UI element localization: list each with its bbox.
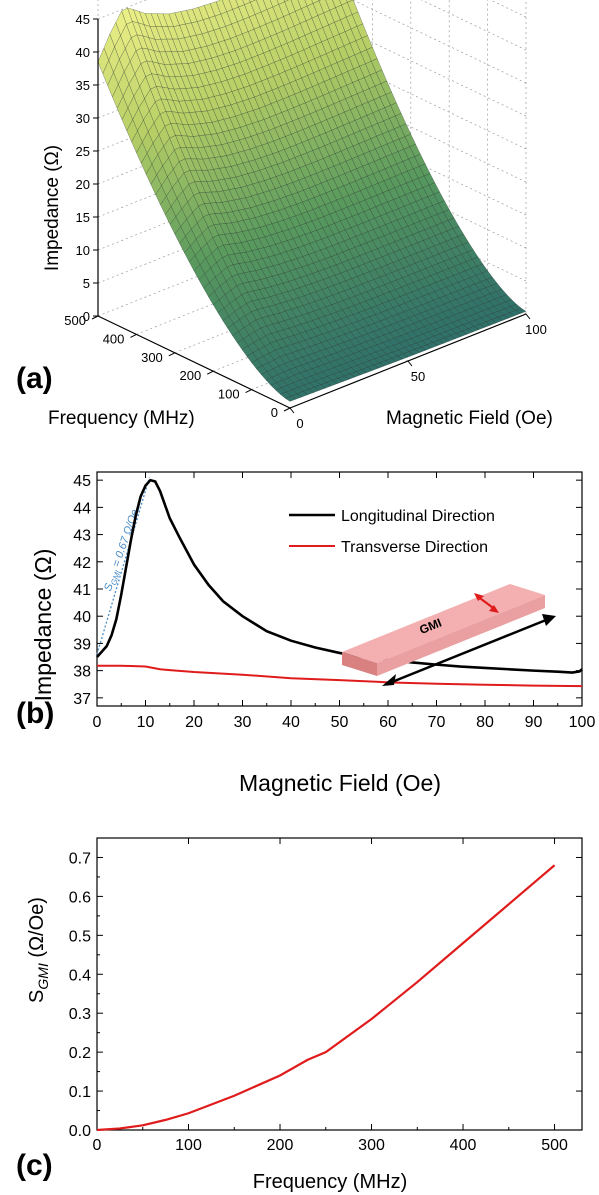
panel-b-inset-arrowhead xyxy=(382,674,396,686)
panel-b-y-tick-label: 38 xyxy=(73,664,91,681)
panel-c-plot-frame xyxy=(97,838,582,1130)
panel-a-field-tick xyxy=(290,408,294,413)
panel-b-legend-label: Transverse Direction xyxy=(341,539,488,556)
panel-a-y-axis-label: Magnetic Field (Oe) xyxy=(386,408,553,429)
panel-c-y-tick-label: 0.6 xyxy=(69,889,91,906)
panel-b-legend-label: Longitudinal Direction xyxy=(341,508,495,525)
panel-c-label: (c) xyxy=(16,1149,53,1182)
panel-c-y-tick-label: 0.1 xyxy=(69,1084,91,1101)
panel-b-x-tick-label: 40 xyxy=(282,714,300,731)
panel-a-frequency-tick xyxy=(169,353,175,356)
panel-a-frequency-tick-label: 200 xyxy=(179,368,201,383)
panel-c-plot-area: 0 100 200 300 400 500 0.0 0.1 0.2 0.3 0.4 0.5 0.6 0.7 xyxy=(69,838,582,1154)
panel-b-y-tick-label: 45 xyxy=(73,473,91,490)
panel-a-frequency-tick-label: 100 xyxy=(218,387,240,402)
panel-b-x-tick-label: 90 xyxy=(525,714,543,731)
panel-a-z-tick-label: 45 xyxy=(76,12,90,27)
panel-a-surface xyxy=(98,0,526,401)
panel-b-x-tick-label: 0 xyxy=(93,714,102,731)
panel-a-z-tick-label: 15 xyxy=(76,210,90,225)
panel-a-field-tick-label: 100 xyxy=(525,322,547,337)
panel-b-x-tick-label: 30 xyxy=(234,714,252,731)
panel-b-inset-arrowhead xyxy=(542,614,556,626)
panel-b-y-axis-label: Impedance (Ω) xyxy=(30,549,56,702)
panel-c-x-tick-label: 300 xyxy=(358,1137,385,1154)
panel-a-z-tick-label: 30 xyxy=(76,111,90,126)
panel-a-label: (a) xyxy=(16,362,53,395)
panel-b-inset-bar-top xyxy=(342,584,545,663)
panel-c-x-tick-label: 500 xyxy=(541,1137,568,1154)
panel-b-longitudinal-line xyxy=(97,480,582,672)
panel-b-x-axis-label: Magnetic Field (Oe) xyxy=(239,770,441,796)
panel-c-y-tick-label: 0.3 xyxy=(69,1006,91,1023)
panel-a-z-axis-label: Impedance (Ω) xyxy=(42,145,63,271)
panel-c-y-axis-label: SGMI (Ω/Oe) xyxy=(26,897,51,1003)
panel-a-surface-plot: 0 5 10 15 20 25 30 35 40 45 500 400 300 200 100 0 0 50 100… xyxy=(16,0,553,431)
panel-a-field-tick-label: 0 xyxy=(296,416,303,431)
panel-c-x-tick-label: 0 xyxy=(93,1137,102,1154)
panel-a-frequency-tick xyxy=(207,371,213,374)
panel-a-frequency-tick-label: 300 xyxy=(141,350,163,365)
panel-a-z-tick-label: 40 xyxy=(76,45,90,60)
panel-b-y-tick-label: 42 xyxy=(73,555,91,572)
panel-b-x-tick-label: 60 xyxy=(379,714,397,731)
panel-b-plot-area: 0 10 20 30 40 50 60 70 80 90 100 37 38 39 40 41 42 43 44 45… xyxy=(73,472,595,731)
panel-b-y-tick-label: 39 xyxy=(73,636,91,653)
panel-c-y-axis-label-sub: GMI xyxy=(35,963,51,990)
panel-c-y-tick-label: 0.5 xyxy=(69,928,91,945)
panel-b-line-chart: 0 10 20 30 40 50 60 70 80 90 100 37 38 39 40 41 42 43 44 45… xyxy=(16,472,595,796)
panel-c-sensitivity-line xyxy=(97,865,555,1130)
panel-c-x-tick-label: 400 xyxy=(450,1137,477,1154)
panel-a-x-axis-label: Frequency (MHz) xyxy=(48,408,195,429)
panel-b-x-tick-label: 10 xyxy=(137,714,155,731)
panel-b-slope-line xyxy=(97,477,149,654)
panel-b-y-tick-label: 40 xyxy=(73,609,91,626)
panel-c-y-tick-label: 0.4 xyxy=(69,967,91,984)
panel-a-field-tick xyxy=(526,314,530,319)
panel-b-y-tick-label: 37 xyxy=(73,691,91,708)
panel-a-z-tick-label: 25 xyxy=(76,144,90,159)
panel-c-x-tick-label: 200 xyxy=(267,1137,294,1154)
panel-a-field-tick-label: 50 xyxy=(411,369,425,384)
panel-c-y-tick-label: 0.7 xyxy=(69,850,91,867)
panel-c-y-axis-label-units: (Ω/Oe) xyxy=(26,897,48,963)
panel-c-line-chart: 0 100 200 300 400 500 0.0 0.1 0.2 0.3 0.4 0.5 0.6 0.7… xyxy=(16,838,582,1193)
panel-a-field-tick xyxy=(408,361,412,366)
panel-b-x-tick-label: 70 xyxy=(428,714,446,731)
panel-b-x-tick-label: 50 xyxy=(331,714,349,731)
panel-a-frequency-tick-label: 400 xyxy=(103,331,125,346)
panel-a-frequency-tick-label: 500 xyxy=(64,313,86,328)
panel-c-y-tick-label: 0.2 xyxy=(69,1045,91,1062)
panel-c-x-tick-label: 100 xyxy=(175,1137,202,1154)
panel-b-y-tick-label: 41 xyxy=(73,582,91,599)
panel-b-y-tick-label: 44 xyxy=(73,500,91,517)
panel-a-frequency-tick xyxy=(246,390,252,393)
panel-c-y-axis-label-main: S xyxy=(26,990,48,1003)
panel-c-x-axis-label: Frequency (MHz) xyxy=(253,1171,407,1193)
panel-a-z-tick-label: 35 xyxy=(76,78,90,93)
panel-b-label: (b) xyxy=(16,697,54,730)
panel-b-x-tick-label: 100 xyxy=(569,714,596,731)
panel-a-frequency-tick xyxy=(130,334,136,337)
panel-a-z-tick-label: 10 xyxy=(76,243,90,258)
panel-a-z-tick-label: 5 xyxy=(83,276,90,291)
panel-a-frequency-tick-label: 0 xyxy=(271,405,278,420)
panel-c-y-tick-label: 0.0 xyxy=(69,1123,91,1140)
panel-b-x-tick-label: 80 xyxy=(476,714,494,731)
panel-a-z-tick-label: 20 xyxy=(76,177,90,192)
panel-b-x-tick-label: 20 xyxy=(185,714,203,731)
panel-a-frequency-tick xyxy=(284,408,290,411)
panel-b-y-tick-label: 43 xyxy=(73,528,91,545)
